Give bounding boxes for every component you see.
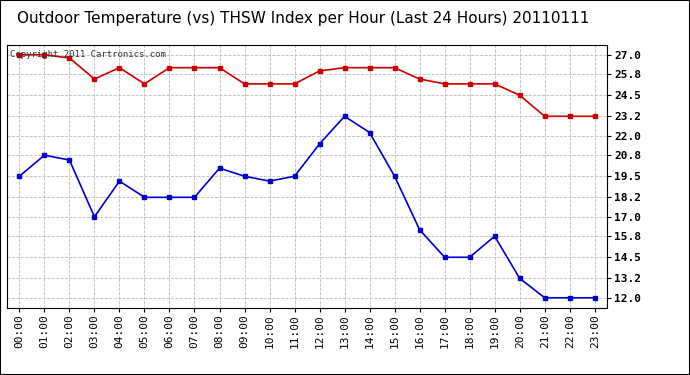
Text: Copyright 2011 Cartronics.com: Copyright 2011 Cartronics.com <box>10 50 166 59</box>
Text: Outdoor Temperature (vs) THSW Index per Hour (Last 24 Hours) 20110111: Outdoor Temperature (vs) THSW Index per … <box>17 11 590 26</box>
